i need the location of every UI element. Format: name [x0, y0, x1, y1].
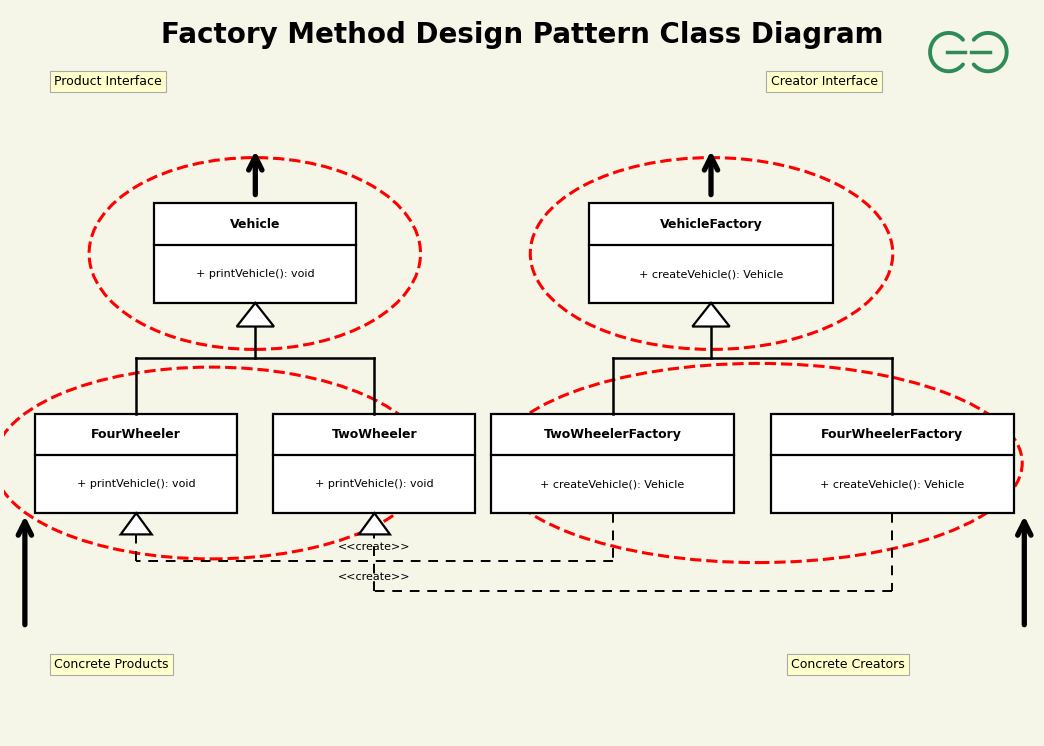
- Text: Concrete Products: Concrete Products: [54, 658, 168, 671]
- Text: + createVehicle(): Vehicle: + createVehicle(): Vehicle: [639, 269, 783, 279]
- Text: Concrete Creators: Concrete Creators: [791, 658, 905, 671]
- Text: FourWheeler: FourWheeler: [91, 428, 182, 441]
- Text: + createVehicle(): Vehicle: + createVehicle(): Vehicle: [821, 479, 965, 489]
- FancyBboxPatch shape: [491, 413, 734, 513]
- FancyBboxPatch shape: [770, 413, 1014, 513]
- Polygon shape: [359, 513, 390, 534]
- Text: Factory Method Design Pattern Class Diagram: Factory Method Design Pattern Class Diag…: [161, 21, 883, 49]
- Text: TwoWheelerFactory: TwoWheelerFactory: [544, 428, 682, 441]
- FancyBboxPatch shape: [155, 204, 356, 303]
- Text: + printVehicle(): void: + printVehicle(): void: [315, 479, 433, 489]
- FancyBboxPatch shape: [35, 413, 237, 513]
- Text: Product Interface: Product Interface: [54, 75, 162, 88]
- FancyBboxPatch shape: [589, 204, 833, 303]
- Text: Creator Interface: Creator Interface: [770, 75, 878, 88]
- Text: FourWheelerFactory: FourWheelerFactory: [822, 428, 964, 441]
- Text: + createVehicle(): Vehicle: + createVehicle(): Vehicle: [541, 479, 685, 489]
- FancyBboxPatch shape: [274, 413, 475, 513]
- Polygon shape: [692, 303, 730, 327]
- Polygon shape: [237, 303, 274, 327]
- Text: Vehicle: Vehicle: [230, 218, 281, 231]
- Text: <<create>>: <<create>>: [338, 571, 410, 582]
- Text: + printVehicle(): void: + printVehicle(): void: [196, 269, 314, 279]
- Polygon shape: [121, 513, 151, 534]
- Text: VehicleFactory: VehicleFactory: [660, 218, 762, 231]
- Text: + printVehicle(): void: + printVehicle(): void: [77, 479, 195, 489]
- Text: <<create>>: <<create>>: [338, 542, 410, 552]
- Text: TwoWheeler: TwoWheeler: [332, 428, 418, 441]
